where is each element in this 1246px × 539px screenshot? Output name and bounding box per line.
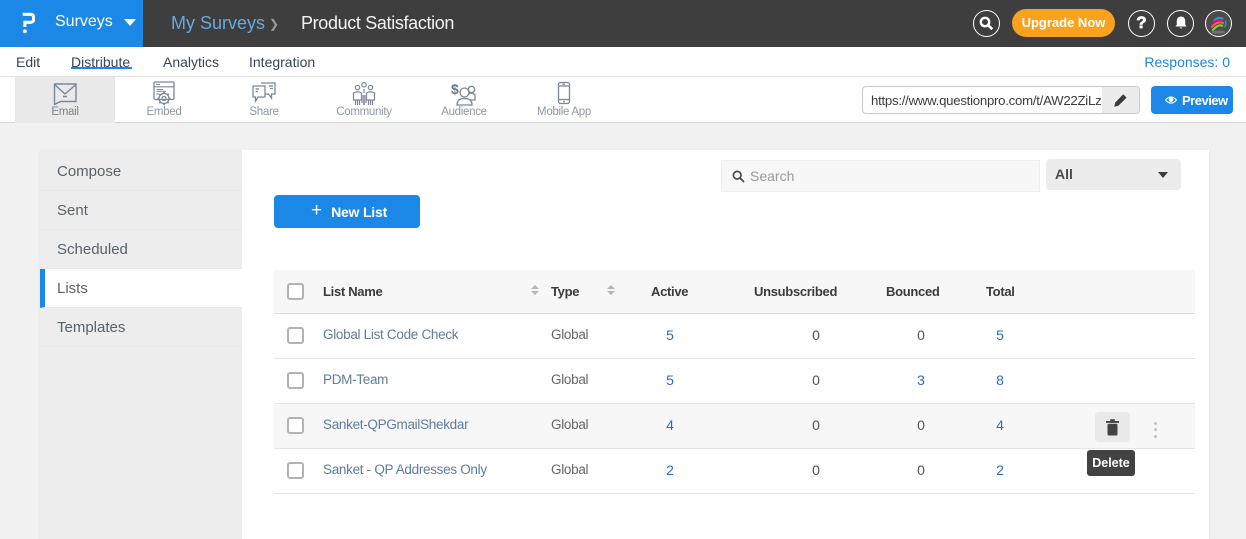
svg-text:$: $ (451, 81, 459, 97)
